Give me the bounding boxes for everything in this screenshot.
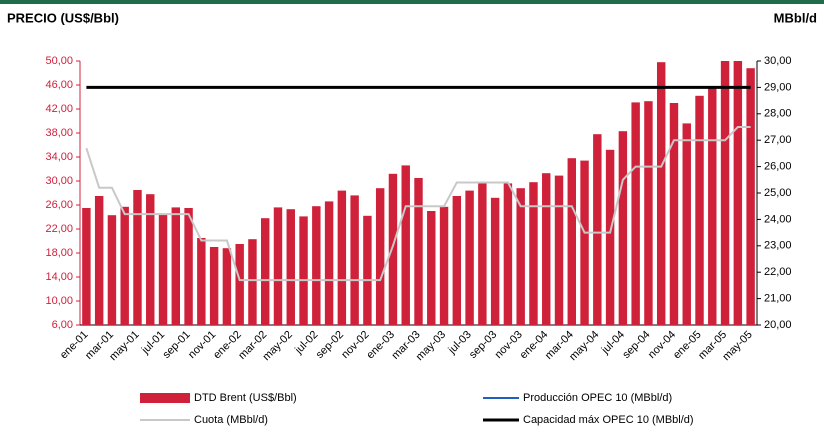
bar — [375, 188, 385, 325]
bar — [669, 103, 679, 325]
y2-tick-label: 29,00 — [764, 81, 792, 93]
bar — [133, 190, 142, 325]
y-tick-label: 34,00 — [45, 151, 73, 163]
bar — [465, 190, 474, 325]
bar — [146, 194, 155, 325]
bar — [197, 238, 206, 325]
y2-tick-label: 21,00 — [764, 293, 792, 305]
bar — [554, 175, 564, 325]
y2-tick-label: 30,00 — [764, 55, 792, 67]
y-tick-label: 50,00 — [45, 55, 73, 67]
y2-tick-label: 24,00 — [764, 213, 792, 225]
bar — [452, 196, 462, 325]
y-tick-label: 30,00 — [45, 175, 73, 187]
bar — [708, 86, 717, 325]
bar — [337, 190, 347, 325]
legend-swatch — [140, 393, 190, 403]
bar — [107, 215, 117, 325]
bar — [682, 123, 691, 325]
bar — [567, 158, 576, 325]
x-tick-label: sep-02 — [314, 329, 346, 361]
legend-label: Cuota (MBbl/d) — [194, 414, 268, 426]
bar — [82, 208, 91, 325]
chart-title: PRECIO (US$/Bbl) — [7, 10, 119, 25]
bar — [656, 62, 666, 325]
bar — [209, 247, 219, 325]
legend-label: DTD Brent (US$/Bbl) — [194, 392, 297, 404]
x-tick-label: sep-03 — [467, 329, 499, 361]
y-tick-label: 42,00 — [45, 103, 73, 115]
y-tick-label: 18,00 — [45, 247, 73, 259]
y-tick-label: 26,00 — [45, 199, 73, 211]
bar — [350, 195, 359, 325]
bar — [388, 173, 398, 325]
bar — [363, 215, 372, 325]
y-tick-label: 38,00 — [45, 127, 73, 139]
bar — [273, 207, 283, 325]
bar — [720, 61, 730, 325]
legend-label: Capacidad máx OPEC 10 (MBbl/d) — [523, 414, 694, 426]
bar — [542, 173, 551, 325]
bar — [733, 61, 743, 325]
bar — [261, 218, 270, 325]
legend-label: Producción OPEC 10 (MBbl/d) — [523, 392, 672, 404]
bar — [631, 102, 640, 325]
y2-tick-label: 28,00 — [764, 108, 792, 120]
bar — [427, 211, 436, 325]
bar — [401, 165, 410, 325]
bar — [222, 248, 232, 325]
y-tick-label: 6,00 — [52, 319, 73, 331]
y2-axis-title: MBbl/d — [774, 10, 817, 25]
line — [85, 126, 751, 282]
bar — [593, 134, 602, 325]
bar — [248, 239, 257, 325]
bar — [580, 160, 589, 325]
y2-tick-label: 27,00 — [764, 134, 792, 146]
y-tick-label: 10,00 — [45, 295, 73, 307]
bar — [324, 201, 334, 325]
bar — [478, 182, 487, 325]
bar — [235, 244, 244, 325]
bar — [516, 188, 525, 325]
x-tick-label: sep-04 — [620, 329, 652, 361]
bar — [503, 183, 513, 325]
bar — [120, 206, 129, 325]
bar — [695, 95, 704, 325]
bar — [312, 206, 321, 325]
y2-tick-label: 26,00 — [764, 161, 792, 173]
bar — [158, 214, 168, 325]
y-tick-label: 22,00 — [45, 223, 73, 235]
bar — [184, 208, 193, 325]
bar — [299, 216, 308, 325]
y-tick-label: 14,00 — [45, 271, 73, 283]
x-tick-label: sep-01 — [160, 329, 192, 361]
bar — [171, 207, 181, 325]
y2-tick-label: 22,00 — [764, 266, 792, 278]
y2-tick-label: 20,00 — [764, 319, 792, 331]
bar — [94, 196, 104, 325]
bar — [605, 149, 615, 325]
y-tick-label: 46,00 — [45, 79, 73, 91]
bar — [414, 178, 423, 325]
bar — [644, 101, 653, 325]
y2-tick-label: 23,00 — [764, 240, 792, 252]
top-bar — [0, 0, 824, 4]
y2-tick-label: 25,00 — [764, 187, 792, 199]
bar — [618, 131, 628, 325]
bar — [529, 182, 538, 325]
bar — [286, 209, 295, 325]
bar — [439, 206, 449, 325]
plot — [82, 61, 755, 325]
bar — [746, 68, 755, 325]
bar — [490, 197, 500, 325]
